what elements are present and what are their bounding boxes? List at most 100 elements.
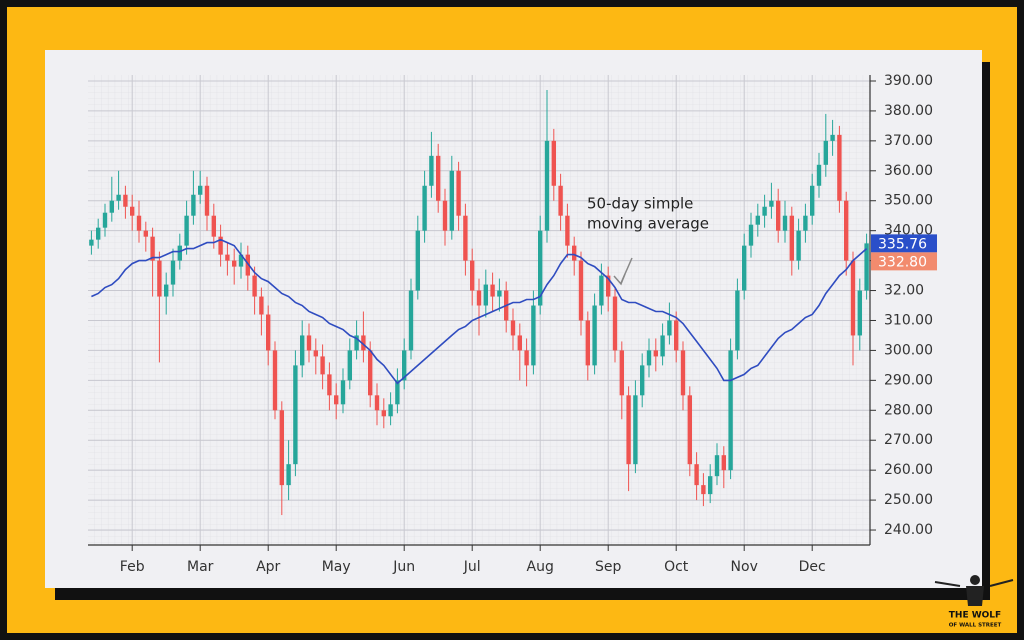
- candle-body: [796, 230, 801, 261]
- y-tick-label: 260.00: [884, 462, 933, 478]
- x-tick-label: Sep: [595, 559, 622, 575]
- y-tick-label: 240.00: [884, 522, 933, 538]
- candle-body: [327, 374, 332, 396]
- y-tick-label: 280.00: [884, 402, 933, 418]
- candle-body: [232, 260, 237, 267]
- candle-body: [381, 410, 386, 417]
- candle-body: [850, 260, 856, 336]
- candle-body: [313, 350, 318, 357]
- candle-body: [667, 320, 672, 336]
- candle-body: [857, 290, 862, 336]
- x-tick-label: Jun: [392, 559, 415, 575]
- candle-body: [334, 395, 339, 405]
- candle-body: [442, 200, 448, 231]
- candle-body: [102, 212, 108, 228]
- candle-body: [157, 260, 162, 297]
- candle-body: [191, 194, 196, 216]
- candle-body: [728, 350, 733, 471]
- candle-body: [762, 206, 767, 216]
- candle-body: [606, 275, 611, 297]
- x-tick-label: Aug: [527, 559, 554, 575]
- x-tick-label: May: [322, 559, 351, 575]
- y-tick-label: 310.00: [884, 312, 933, 328]
- candle-body: [551, 140, 556, 186]
- candle-body: [395, 380, 400, 405]
- x-tick-label: Jul: [463, 559, 481, 575]
- candle-body: [490, 284, 495, 297]
- logo-arms: [934, 579, 1014, 587]
- candle-body: [136, 215, 142, 231]
- candle-body: [116, 194, 121, 201]
- candle-body: [198, 185, 203, 195]
- x-tick-label: Oct: [664, 559, 689, 575]
- candle-body: [755, 215, 760, 225]
- candle-body: [789, 215, 794, 261]
- candle-body: [164, 284, 169, 297]
- candle-body: [510, 320, 516, 336]
- y-tick-label: 350.00: [884, 193, 933, 209]
- candle-body: [701, 485, 706, 495]
- candle-body: [470, 260, 475, 291]
- candle-body: [320, 356, 325, 375]
- candle-body: [653, 350, 658, 357]
- candle-body: [238, 254, 244, 267]
- candle-body: [816, 164, 822, 186]
- candle-body: [626, 395, 631, 465]
- candle-body: [599, 275, 604, 306]
- candle-body: [524, 350, 529, 366]
- candle-body: [517, 335, 522, 351]
- candle-body: [748, 224, 754, 246]
- candle-body: [782, 215, 788, 231]
- candle-body: [463, 215, 468, 261]
- price-label: 335.76: [878, 236, 927, 252]
- candle-body: [592, 305, 597, 366]
- y-tick-label: 32.00: [884, 283, 924, 299]
- candle-body: [531, 305, 536, 366]
- candle-body: [837, 134, 842, 201]
- candle-body: [388, 404, 393, 417]
- candle-body: [204, 185, 210, 216]
- candle-body: [735, 290, 740, 351]
- logo-head: [970, 575, 980, 585]
- candle-body: [810, 185, 815, 216]
- candle-body: [422, 185, 427, 231]
- candle-body: [476, 290, 482, 306]
- candle-body: [300, 335, 305, 366]
- candle-body: [619, 350, 624, 396]
- candle-body: [218, 236, 223, 255]
- candle-body: [864, 243, 869, 291]
- logo-text: THE WOLF: [949, 611, 1001, 621]
- y-tick-label: 250.00: [884, 492, 933, 508]
- candle-body: [565, 215, 570, 246]
- candle-body: [354, 335, 359, 351]
- candle-body: [245, 254, 250, 276]
- annotation: 50-day simple: [587, 195, 693, 213]
- candle-body: [769, 200, 774, 207]
- moving-average-line: [91, 238, 868, 385]
- y-tick-label: 270.00: [884, 432, 933, 448]
- candle-body: [714, 455, 720, 477]
- candle-body: [272, 350, 278, 411]
- y-tick-label: 380.00: [884, 103, 933, 119]
- y-tick-label: 370.00: [884, 133, 933, 149]
- candle-body: [177, 245, 182, 261]
- candle-body: [497, 290, 502, 297]
- candle-body: [293, 365, 298, 465]
- candle-body: [89, 239, 94, 246]
- candle-body: [844, 200, 849, 261]
- candle-body: [306, 335, 312, 351]
- candle-body: [252, 275, 257, 297]
- candle-body: [347, 350, 352, 381]
- candle-body: [449, 170, 454, 231]
- candle-body: [721, 455, 726, 471]
- candle-body: [538, 230, 543, 306]
- annotation-arrowhead: [613, 273, 626, 286]
- y-tick-label: 390.00: [884, 73, 933, 89]
- candle-body: [578, 260, 584, 321]
- price-label-box: [871, 252, 937, 271]
- candle-body: [694, 464, 699, 486]
- candle-body: [572, 245, 577, 261]
- annotation: moving average: [587, 215, 709, 233]
